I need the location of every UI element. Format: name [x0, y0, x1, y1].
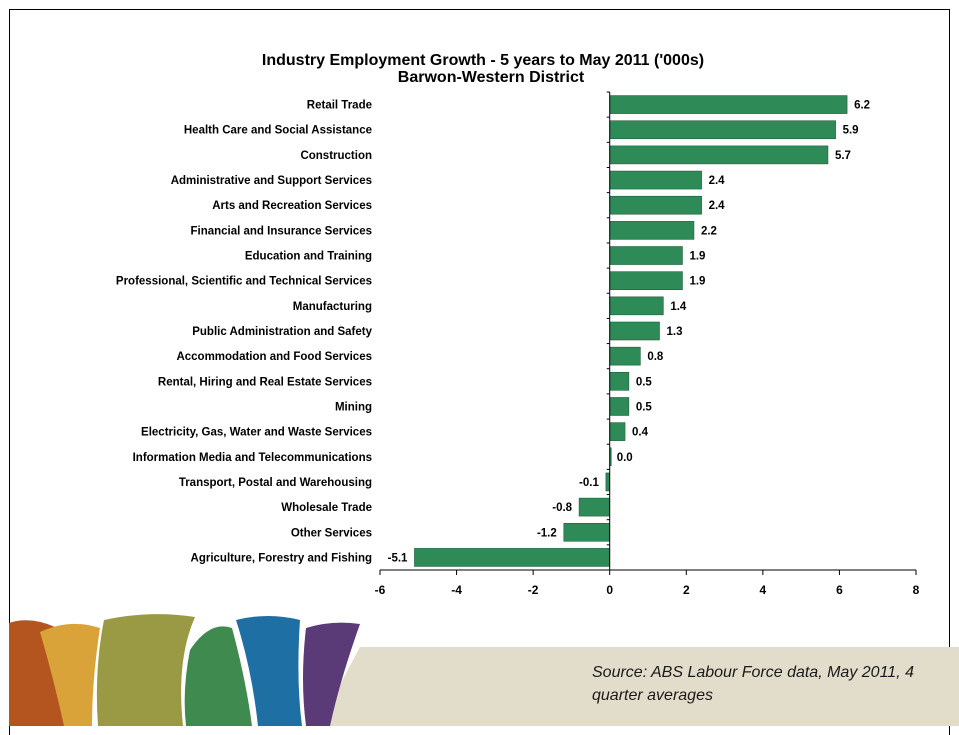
- category-label-5: Financial and Insurance Services: [190, 225, 372, 237]
- bar-11: [609, 372, 630, 391]
- category-label-14: Information Media and Telecommunications: [133, 452, 372, 464]
- bar-1: [609, 120, 836, 140]
- category-label-8: Manufacturing: [293, 301, 372, 313]
- value-label-0: 6.2: [854, 100, 870, 112]
- axes: -6 -4 -2 0 2 4 6 8: [375, 91, 920, 597]
- x-tick-label-4: 2: [683, 583, 690, 597]
- value-label-17: -1.2: [537, 527, 557, 539]
- x-tick-label-1: -4: [451, 583, 462, 597]
- bar-9: [609, 321, 660, 341]
- category-label-18: Agriculture, Forestry and Fishing: [191, 552, 372, 564]
- bar-10: [609, 346, 641, 366]
- bar-3: [609, 170, 702, 190]
- category-label-2: Construction: [300, 150, 372, 162]
- category-label-1: Health Care and Social Assistance: [184, 125, 372, 137]
- category-label-4: Arts and Recreation Services: [212, 200, 372, 212]
- value-label-4: 2.4: [709, 200, 726, 212]
- value-label-13: 0.4: [632, 427, 649, 439]
- bar-6: [609, 246, 683, 265]
- logo-stripe-gold: [40, 623, 100, 726]
- category-label-16: Wholesale Trade: [281, 502, 372, 514]
- logo-stripe-blue: [236, 616, 302, 726]
- bar-12: [609, 397, 630, 416]
- value-label-14: 0.0: [617, 452, 633, 464]
- bar-4: [609, 195, 702, 215]
- category-label-3: Administrative and Support Services: [171, 175, 372, 187]
- bar-15: [605, 472, 611, 492]
- bar-17: [563, 522, 611, 542]
- value-label-8: 1.4: [670, 301, 687, 313]
- value-label-10: 0.8: [647, 351, 664, 363]
- value-label-5: 2.2: [701, 225, 717, 237]
- logo-stripe-olive: [96, 614, 195, 726]
- x-tick-label-5: 4: [760, 583, 767, 597]
- value-label-2: 5.7: [835, 150, 851, 162]
- category-label-7: Professional, Scientific and Technical S…: [116, 276, 372, 288]
- category-label-9: Public Administration and Safety: [192, 326, 372, 338]
- category-label-12: Mining: [335, 401, 372, 413]
- category-label-10: Accommodation and Food Services: [176, 351, 372, 363]
- category-label-13: Electricity, Gas, Water and Waste Servic…: [141, 427, 372, 439]
- value-labels: 6.2 5.9 5.7 2.4 2.4 2.2 1.9 1.9 1.4 1.3 0.8 0.5 0.5 0…: [388, 100, 870, 565]
- value-label-12: 0.5: [636, 401, 653, 413]
- x-tick-label-2: -2: [528, 583, 539, 597]
- x-tick-label-3: 0: [606, 583, 613, 597]
- value-label-15: -0.1: [579, 477, 599, 489]
- value-label-3: 2.4: [709, 175, 726, 187]
- bar-13: [609, 422, 626, 441]
- chart-title: Industry Employment Growth - 5 years to …: [262, 52, 704, 69]
- bar-0: [609, 95, 848, 114]
- value-label-6: 1.9: [689, 251, 705, 263]
- source-note: Source: ABS Labour Force data, May 2011,…: [592, 664, 914, 704]
- bar-series: [414, 95, 848, 567]
- x-tick-label-7: 8: [913, 583, 920, 597]
- bar-8: [609, 296, 664, 316]
- category-label-0: Retail Trade: [307, 100, 372, 112]
- value-label-1: 5.9: [843, 125, 859, 137]
- logo-stripe-purple: [303, 622, 360, 726]
- value-label-9: 1.3: [666, 326, 682, 338]
- value-label-11: 0.5: [636, 376, 653, 388]
- logo-stripe-green: [184, 626, 252, 726]
- bar-5: [609, 221, 695, 240]
- chart-subtitle: Barwon-Western District: [398, 69, 585, 86]
- bar-18: [414, 548, 611, 567]
- bar-2: [609, 145, 829, 165]
- category-label-15: Transport, Postal and Warehousing: [179, 477, 372, 489]
- footer-band: [318, 647, 959, 726]
- bar-7: [609, 271, 683, 290]
- value-label-7: 1.9: [689, 276, 705, 288]
- value-label-16: -0.8: [552, 502, 572, 514]
- category-label-11: Rental, Hiring and Real Estate Services: [158, 376, 372, 388]
- value-label-18: -5.1: [388, 552, 408, 564]
- footer-decoration: [9, 614, 959, 726]
- category-label-17: Other Services: [291, 527, 372, 539]
- category-labels: Retail Trade Health Care and Social Assis…: [116, 100, 373, 565]
- bar-16: [578, 497, 611, 517]
- x-tick-label-6: 6: [836, 583, 843, 597]
- x-tick-label-0: -6: [375, 583, 386, 597]
- category-label-6: Education and Training: [245, 251, 372, 263]
